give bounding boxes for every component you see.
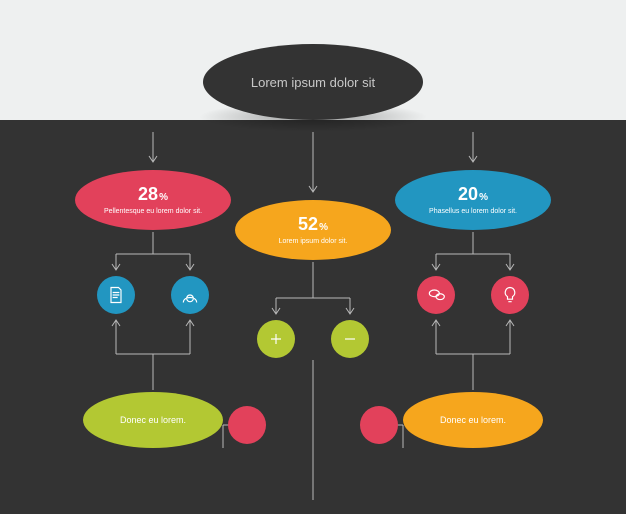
branch-percent-right: 20%: [458, 184, 488, 205]
percent-sign: %: [479, 192, 488, 203]
person-icon: [171, 276, 209, 314]
bottom-label: Donec eu lorem.: [83, 415, 223, 425]
infographic-canvas: Lorem ipsum dolor sit 28% Pellentesque eu …: [0, 0, 626, 514]
branch-percent-center: 52%: [298, 214, 328, 235]
branch-ellipse-center: 52% Lorem ipsum dolor sit.: [235, 200, 391, 260]
document-icon: [97, 276, 135, 314]
percent-value: 20: [458, 184, 478, 204]
extra-circle-right: [360, 406, 398, 444]
branch-subtext: Phasellus eu lorem dolor sit.: [415, 208, 531, 217]
bulb-icon: [491, 276, 529, 314]
extra-circle-left: [228, 406, 266, 444]
chat-icon: [417, 276, 455, 314]
plus-icon: [257, 320, 295, 358]
branch-ellipse-right: 20% Phasellus eu lorem dolor sit.: [395, 170, 551, 230]
percent-value: 28: [138, 184, 158, 204]
branch-subtext: Lorem ipsum dolor sit.: [265, 238, 362, 247]
bottom-ellipse-left: Donec eu lorem.: [83, 392, 223, 448]
minus-icon: [331, 320, 369, 358]
top-title-ellipse: Lorem ipsum dolor sit: [203, 44, 423, 120]
bottom-ellipse-right: Donec eu lorem.: [403, 392, 543, 448]
bottom-label: Donec eu lorem.: [403, 415, 543, 425]
percent-value: 52: [298, 214, 318, 234]
percent-sign: %: [319, 222, 328, 233]
branch-percent-left: 28%: [138, 184, 168, 205]
top-title-text: Lorem ipsum dolor sit: [251, 75, 375, 90]
branch-subtext: Pellentesque eu lorem dolor sit.: [90, 208, 216, 217]
branch-ellipse-left: 28% Pellentesque eu lorem dolor sit.: [75, 170, 231, 230]
percent-sign: %: [159, 192, 168, 203]
